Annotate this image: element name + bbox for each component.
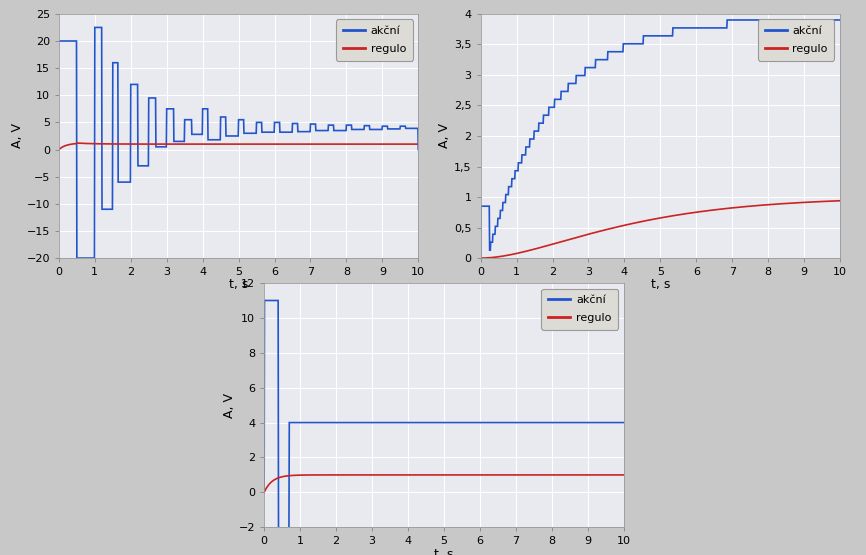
Legend: akční, regulo: akční, regulo	[541, 289, 618, 330]
Legend: akční, regulo: akční, regulo	[336, 19, 413, 60]
X-axis label: t, s: t, s	[229, 279, 249, 291]
Y-axis label: A, V: A, V	[223, 392, 236, 418]
Y-axis label: A, V: A, V	[438, 123, 451, 149]
Y-axis label: A, V: A, V	[10, 123, 23, 149]
X-axis label: t, s: t, s	[650, 279, 670, 291]
Legend: akční, regulo: akční, regulo	[758, 19, 835, 60]
X-axis label: t, s: t, s	[434, 548, 454, 555]
